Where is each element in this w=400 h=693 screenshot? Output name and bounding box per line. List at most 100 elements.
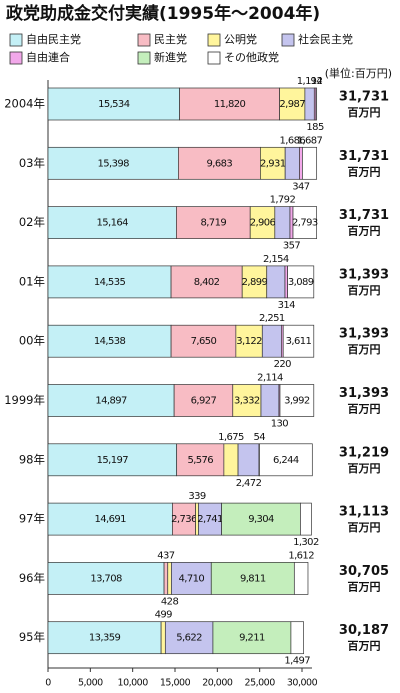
bar-segment	[210, 562, 295, 595]
x-tick-label: 15,000	[160, 678, 191, 689]
bar-segment	[47, 324, 172, 358]
bar-segment	[293, 562, 309, 595]
total-unit: 百万円	[348, 521, 381, 534]
total-unit: 百万円	[348, 106, 381, 119]
total-unit: 百万円	[348, 343, 381, 356]
bar-segment	[47, 265, 172, 299]
value-label: 3,992	[284, 396, 310, 407]
bar-segment	[259, 443, 313, 477]
value-label: 3,122	[236, 336, 262, 347]
bar-segment	[179, 87, 280, 121]
value-label: 2,906	[250, 218, 276, 229]
value-label: 428	[161, 596, 179, 607]
total-unit: 百万円	[348, 580, 381, 593]
bar-segment	[290, 621, 304, 655]
bar-segment	[241, 265, 268, 299]
value-label: 15,534	[98, 99, 130, 110]
value-label: 2,154	[263, 254, 289, 265]
total-label: 31,731	[339, 90, 389, 105]
value-label: 94	[311, 76, 323, 87]
unit-note: (単位:百万円)	[325, 66, 392, 80]
value-label: 14,897	[95, 396, 127, 407]
x-tick-label: 5,000	[78, 678, 103, 689]
legend-label: 自由連合	[26, 50, 70, 64]
legend-label: その他政党	[224, 50, 279, 64]
category-label: 01年	[19, 274, 45, 288]
value-label: 9,211	[239, 633, 265, 644]
value-label: 347	[292, 181, 310, 192]
total-unit: 百万円	[348, 284, 381, 297]
value-label: 1,675	[218, 432, 244, 443]
legend-swatch	[137, 33, 151, 47]
legend-swatch	[9, 33, 23, 47]
value-label: 357	[283, 241, 301, 252]
bar-segment	[279, 384, 315, 417]
legend-label: 自由民主党	[26, 32, 81, 46]
category-label: 00年	[19, 334, 45, 348]
bar-segment	[266, 265, 286, 299]
bar-segment	[304, 87, 315, 121]
value-label: 339	[188, 491, 206, 502]
x-tick-label: 25,000	[245, 678, 276, 689]
value-label: 437	[157, 550, 175, 561]
total-label: 31,393	[339, 386, 389, 401]
value-label: 1,302	[293, 537, 319, 548]
value-label: 3,089	[288, 277, 314, 288]
bar-segment	[282, 324, 315, 358]
bar-segment	[47, 443, 178, 477]
bar-segment	[223, 443, 239, 477]
legend-label: 公明党	[224, 33, 257, 46]
value-label: 6,927	[191, 396, 217, 407]
bar-segment	[170, 324, 237, 358]
bar-segment	[237, 443, 260, 477]
total-unit: 百万円	[348, 403, 381, 416]
bar-segment	[170, 265, 243, 299]
chart-title: 政党助成金交付実績(1995年〜2004年)	[6, 3, 320, 24]
x-tick-label: 30,000	[287, 678, 318, 689]
value-label: 2,987	[279, 99, 305, 110]
value-label: 3,332	[234, 396, 260, 407]
bar-segment	[315, 87, 318, 121]
value-label: 499	[155, 610, 173, 621]
legend-swatch	[137, 51, 151, 65]
value-label: 9,304	[248, 514, 274, 525]
x-tick-label: 0	[45, 678, 51, 689]
value-label: 15,197	[97, 455, 129, 466]
value-label: 14,535	[94, 277, 126, 288]
value-label: 13,359	[89, 633, 121, 644]
value-label: 1,792	[270, 195, 296, 206]
total-unit: 百万円	[348, 225, 381, 238]
value-label: 9,683	[207, 158, 233, 169]
bar-segment	[176, 443, 225, 477]
category-label: 96年	[19, 571, 45, 585]
value-label: 314	[278, 300, 296, 311]
category-label: 03年	[19, 156, 45, 170]
category-label: 97年	[19, 512, 45, 526]
value-label: 2,472	[236, 478, 262, 489]
bar-segment	[300, 502, 312, 536]
value-label: 5,576	[187, 455, 213, 466]
total-label: 31,219	[339, 445, 389, 460]
value-label: 2,899	[242, 277, 268, 288]
bar-segment	[47, 502, 173, 536]
bar-segment	[260, 146, 286, 180]
total-label: 30,187	[339, 623, 389, 638]
bar-segment	[287, 265, 315, 299]
legend-swatch	[281, 33, 295, 47]
x-tick-label: 20,000	[202, 678, 233, 689]
value-label: 2,251	[259, 313, 285, 324]
total-label: 31,731	[339, 208, 389, 223]
total-label: 31,393	[339, 327, 389, 342]
bar-segment	[260, 384, 280, 417]
value-label: 2,931	[260, 158, 286, 169]
bar-segment	[212, 621, 292, 655]
bar-segment	[167, 562, 172, 595]
category-label: 98年	[19, 452, 45, 466]
legend-label: 民主党	[154, 33, 187, 46]
value-label: 220	[274, 359, 292, 370]
bar-segment	[47, 562, 165, 595]
x-tick-label: 10,000	[118, 678, 149, 689]
total-unit: 百万円	[348, 165, 381, 178]
value-label: 15,164	[96, 218, 128, 229]
